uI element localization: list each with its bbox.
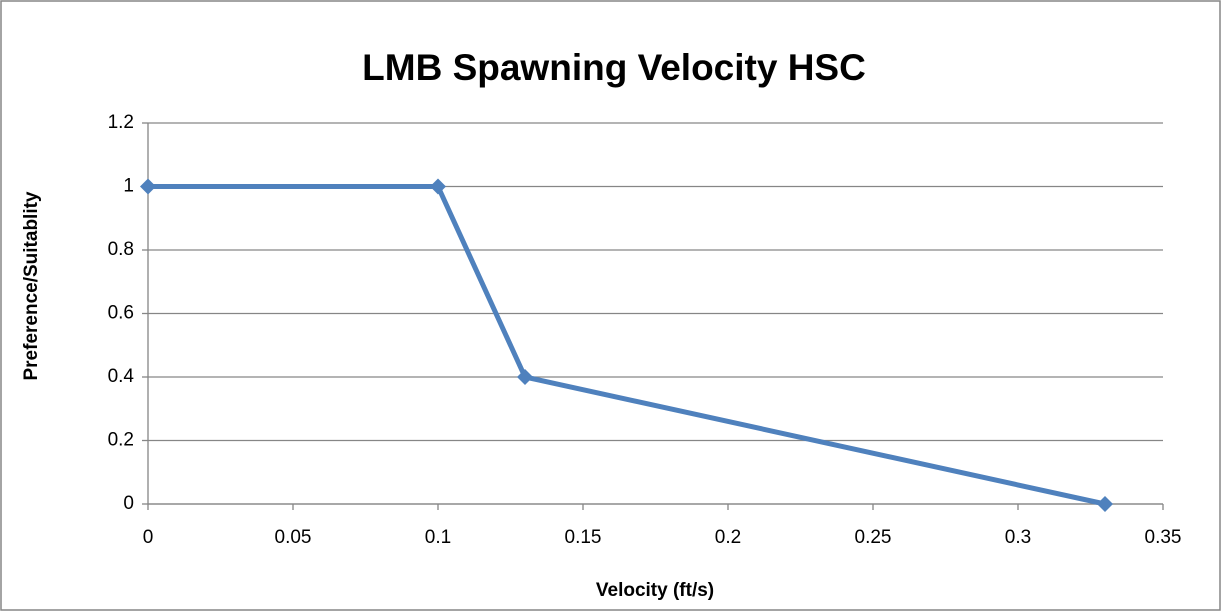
- series-line: [148, 184, 1106, 507]
- y-tick-label: 1.2: [108, 112, 134, 133]
- x-tick-label: 0.2: [715, 527, 741, 548]
- x-tick-label: 0.15: [565, 527, 602, 548]
- marker: [517, 369, 533, 385]
- y-tick-label: 0: [123, 493, 134, 514]
- x-tick-label: 0.25: [855, 527, 892, 548]
- y-tick-label: 0.4: [108, 366, 135, 387]
- y-tick-label: 0.8: [108, 239, 134, 260]
- x-axis-title: Velocity (ft/s): [596, 580, 714, 601]
- marker: [140, 178, 156, 195]
- x-tick-label: 0.35: [1145, 527, 1182, 548]
- x-tick-label: 0.05: [275, 527, 312, 548]
- y-tick-label: 0.6: [108, 303, 134, 324]
- marker: [1097, 496, 1113, 512]
- x-tick-label: 0: [143, 527, 154, 548]
- x-tick-label: 0.3: [1005, 527, 1031, 548]
- marker: [430, 178, 446, 195]
- x-tick-label: 0.1: [425, 527, 451, 548]
- chart-title: LMB Spawning Velocity HSC: [362, 47, 866, 88]
- y-axis-title: Preference/Suitablity: [21, 191, 42, 380]
- y-tick-label: 0.2: [108, 430, 134, 451]
- y-tick-label: 1: [123, 176, 134, 197]
